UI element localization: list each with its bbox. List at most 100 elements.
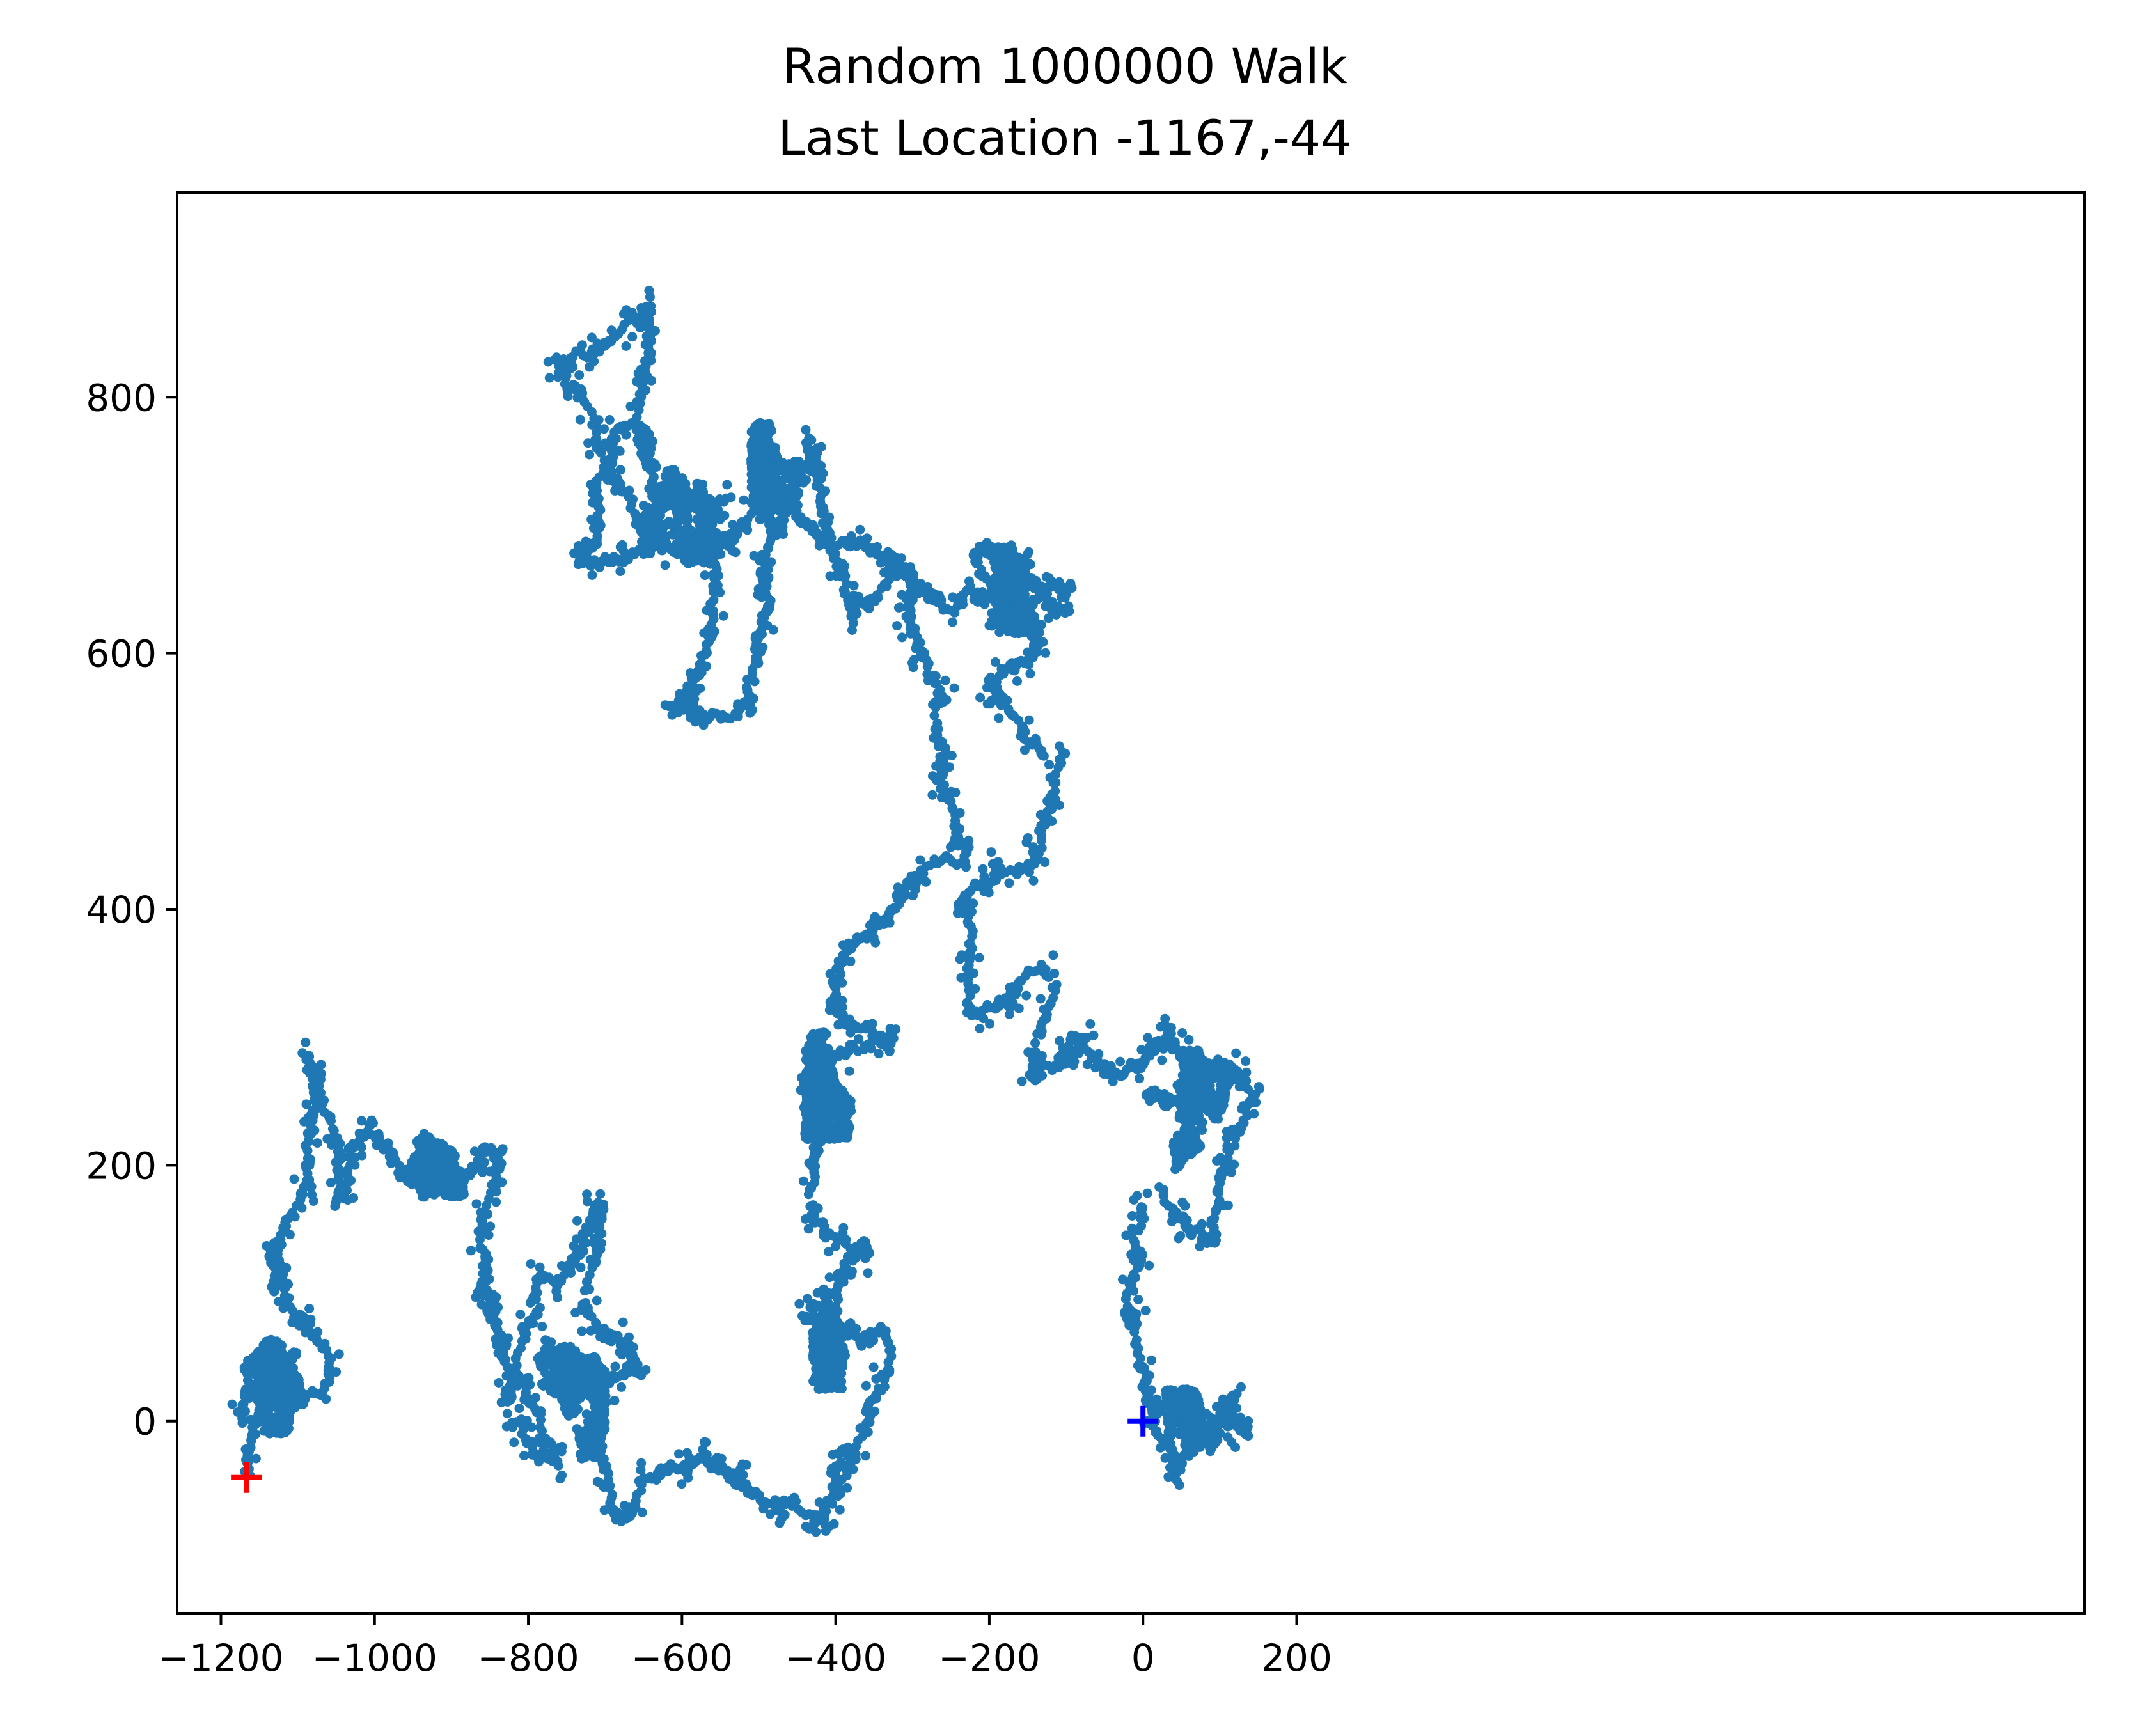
walk-point: [1012, 676, 1022, 686]
walk-point: [644, 285, 654, 295]
walk-point: [504, 1382, 514, 1392]
walk-point: [1222, 1141, 1232, 1151]
walk-point: [519, 1451, 529, 1461]
walk-point: [562, 389, 572, 400]
walk-point: [805, 1201, 815, 1212]
walk-point: [1211, 1230, 1222, 1240]
plot-area: [227, 285, 1264, 1537]
walk-point: [897, 569, 907, 579]
walk-point: [825, 571, 835, 581]
walk-point: [1024, 659, 1034, 669]
walk-point: [491, 1292, 501, 1302]
walk-point: [805, 445, 815, 455]
walk-point: [947, 617, 957, 627]
walk-point: [904, 600, 915, 610]
walk-point: [480, 1254, 491, 1264]
walk-point: [1154, 1036, 1164, 1046]
walk-point: [1037, 843, 1047, 853]
walk-point: [974, 953, 984, 963]
walk-point: [1055, 741, 1065, 751]
walk-point: [308, 1196, 318, 1206]
walk-point: [895, 891, 906, 902]
walk-point: [844, 1066, 854, 1076]
walk-point: [1031, 643, 1041, 653]
walk-point: [820, 1232, 830, 1241]
walk-point: [768, 625, 778, 635]
walk-point: [975, 1024, 985, 1033]
walk-point: [660, 560, 670, 570]
walk-point: [1121, 1230, 1131, 1240]
walk-point: [1246, 1098, 1256, 1108]
walk-point: [527, 1295, 537, 1306]
walk-point: [998, 692, 1009, 703]
walk-point: [483, 1209, 493, 1219]
walk-point: [1241, 1056, 1251, 1067]
walk-point: [868, 1362, 879, 1372]
walk-point: [985, 1019, 995, 1029]
walk-point: [273, 1236, 283, 1246]
walk-point: [582, 1189, 592, 1200]
walk-point: [1169, 1450, 1179, 1460]
walk-point: [673, 707, 683, 717]
walk-point: [814, 1497, 824, 1508]
walk-point: [334, 1147, 345, 1157]
walk-point: [837, 978, 847, 988]
walk-point: [1060, 748, 1071, 758]
walk-path: [227, 285, 1264, 1537]
walk-point: [592, 1295, 602, 1306]
walk-point: [509, 1437, 519, 1448]
walk-point: [943, 795, 953, 805]
walk-point: [735, 1464, 746, 1474]
walk-point: [1007, 983, 1017, 993]
walk-point: [621, 430, 631, 440]
walk-point: [733, 699, 743, 709]
walk-point: [1055, 1036, 1065, 1046]
walk-point: [599, 424, 609, 434]
walk-point: [803, 1224, 813, 1234]
walk-point: [494, 1378, 504, 1388]
walk-point: [575, 414, 585, 425]
walk-point: [760, 557, 771, 567]
walk-point: [278, 1223, 288, 1233]
walk-point: [987, 859, 998, 869]
walk-point: [1217, 1153, 1227, 1164]
walk-point: [574, 370, 585, 380]
walk-point: [1048, 950, 1058, 960]
walk-point: [674, 1449, 684, 1459]
walk-point: [891, 1024, 901, 1035]
walk-point: [677, 1479, 687, 1489]
walk-point: [1064, 601, 1074, 611]
walk-point: [766, 595, 776, 606]
walk-point: [501, 1371, 512, 1381]
walk-point: [982, 879, 992, 889]
walk-point: [305, 1182, 315, 1192]
walk-point: [290, 1212, 300, 1222]
walk-point: [244, 1443, 255, 1453]
walk-point: [593, 415, 604, 425]
walk-point: [810, 1303, 820, 1313]
walk-point: [949, 683, 959, 693]
walk-point: [801, 1521, 811, 1531]
walk-point: [640, 340, 650, 350]
walk-point: [1161, 1021, 1171, 1031]
walk-point: [994, 713, 1004, 723]
walk-point: [549, 1453, 560, 1463]
walk-point: [585, 450, 595, 460]
walk-point: [715, 588, 725, 598]
walk-point: [970, 983, 980, 994]
walk-point: [1237, 1104, 1246, 1114]
walk-point: [855, 524, 865, 535]
walk-point: [535, 1302, 545, 1313]
walk-point: [313, 1327, 323, 1337]
walk-point: [930, 724, 940, 734]
walk-point: [502, 1409, 512, 1419]
walk-point: [742, 525, 753, 535]
walk-point: [322, 1134, 333, 1144]
walk-point: [748, 705, 757, 715]
walk-point: [617, 1382, 627, 1392]
walk-point: [974, 569, 984, 579]
walk-point: [471, 1199, 482, 1209]
walk-point: [534, 1457, 544, 1467]
walk-point: [908, 662, 918, 673]
walk-point: [1174, 1480, 1184, 1490]
